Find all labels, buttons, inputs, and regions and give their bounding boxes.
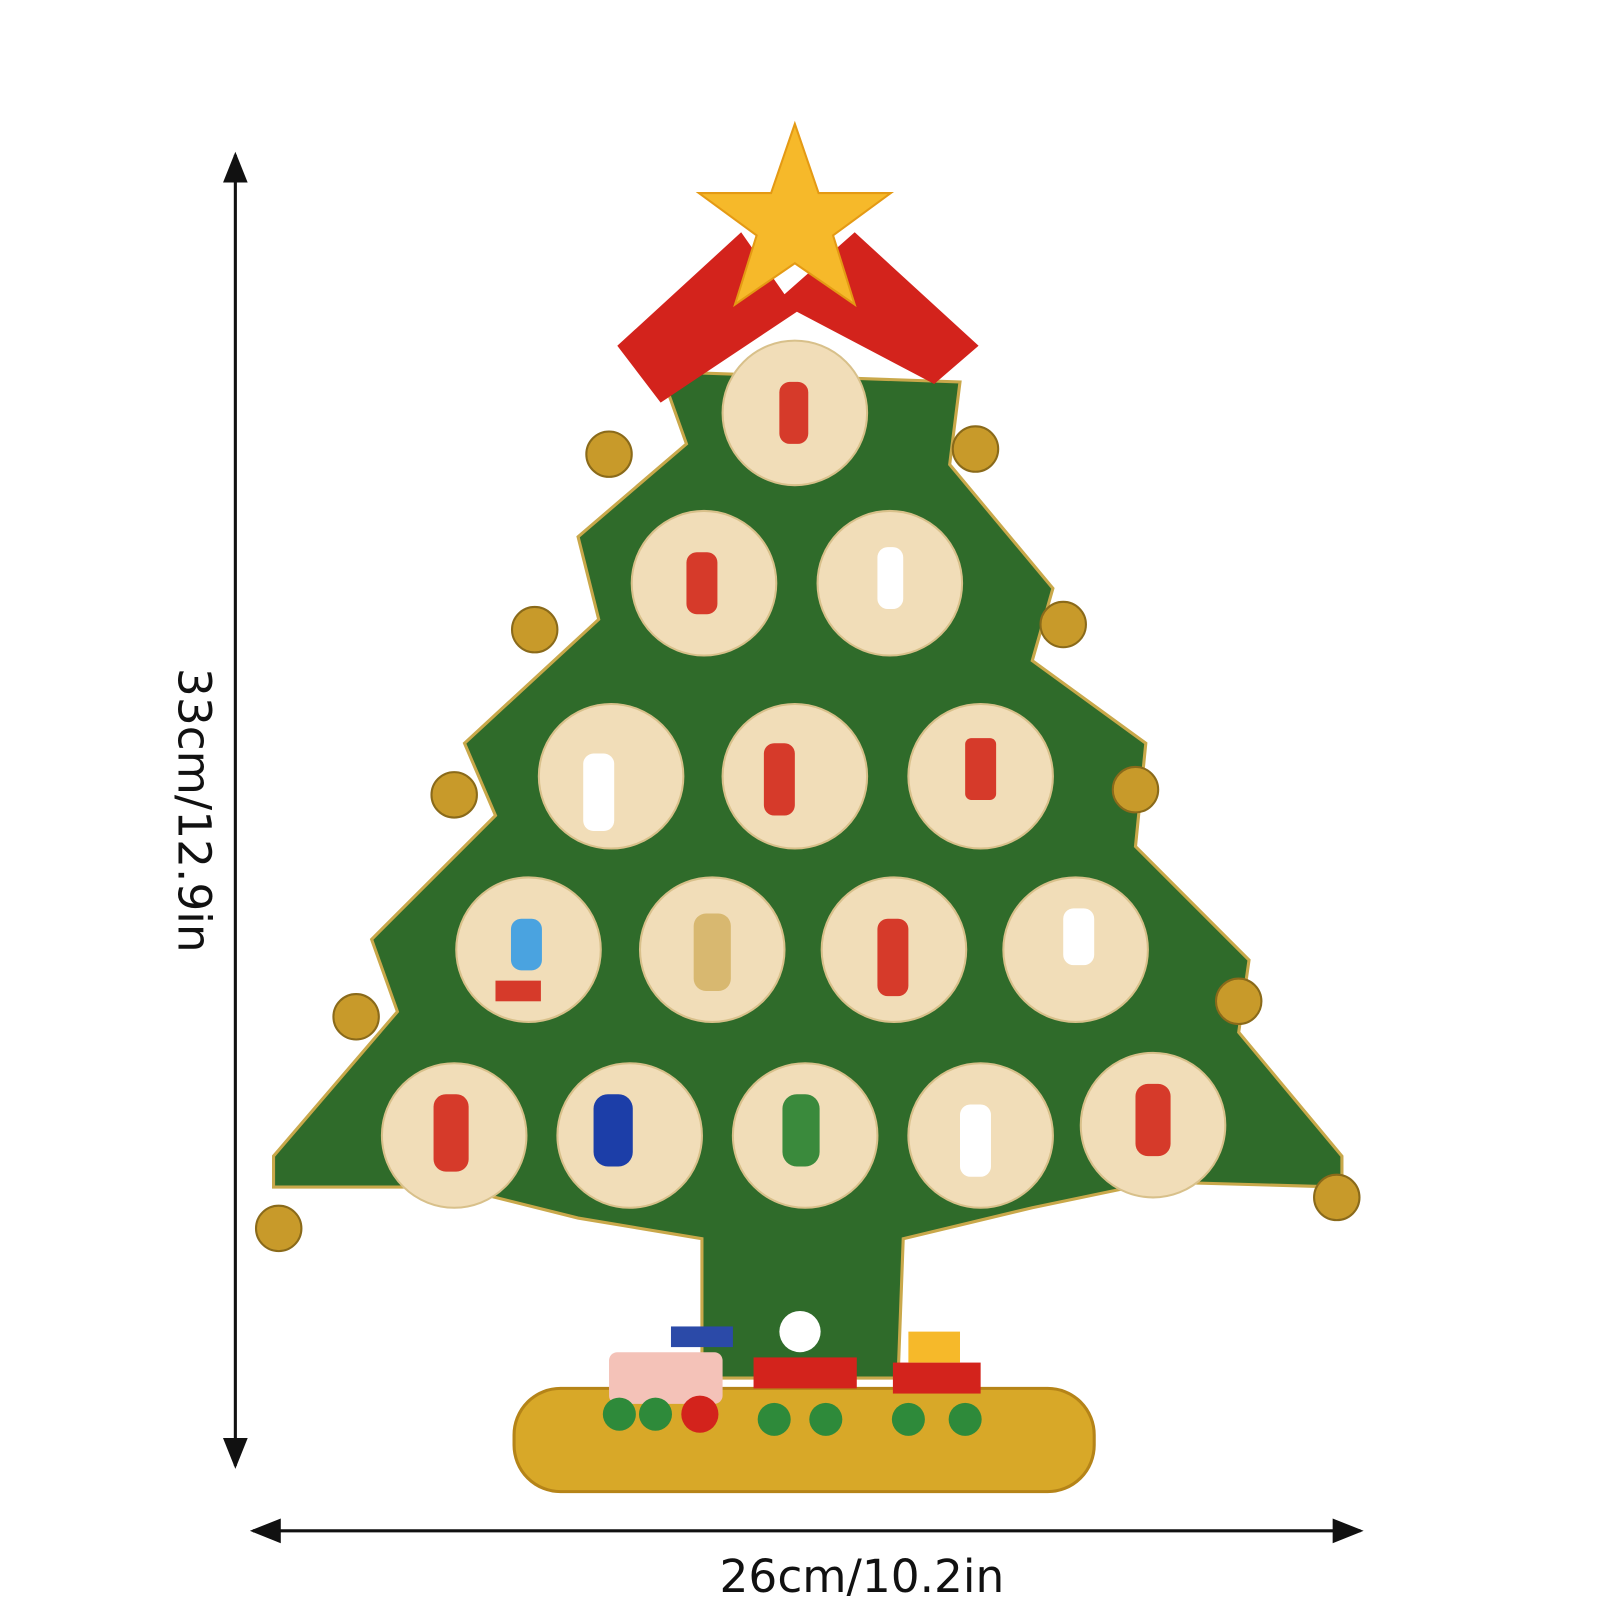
width-label: 26cm/10.2in xyxy=(720,1550,1005,1600)
height-label: 33cm/12.9in xyxy=(167,668,220,953)
train xyxy=(602,1310,982,1436)
tree xyxy=(254,120,1361,1494)
